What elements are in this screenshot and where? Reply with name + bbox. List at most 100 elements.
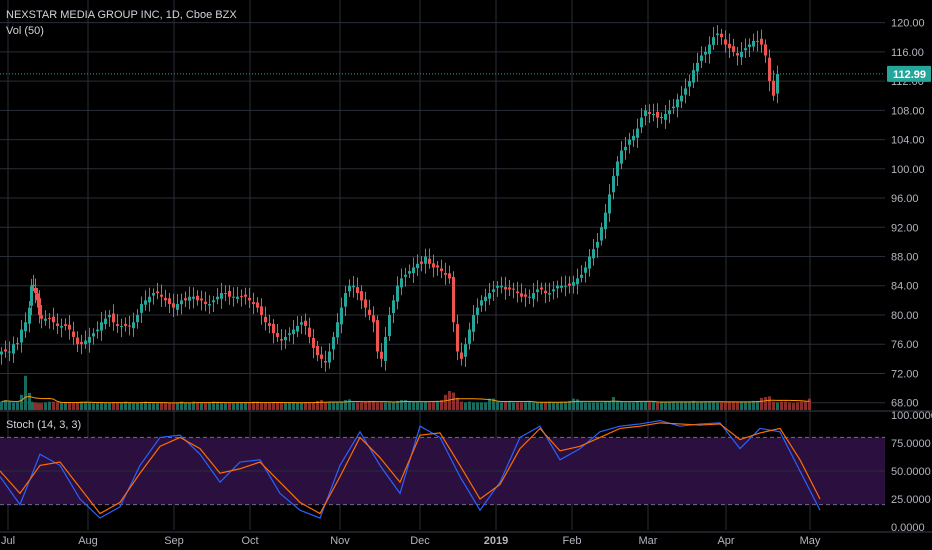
candle-body (88, 336, 91, 343)
volume-bar (616, 400, 619, 410)
stoch-indicator-label: Stoch (14, 3, 3) (6, 419, 81, 431)
candle-body (60, 325, 63, 328)
volume-bar (568, 400, 571, 410)
volume-bar (552, 402, 555, 410)
x-axis-tick-label: May (800, 535, 821, 547)
candle-body (532, 293, 535, 299)
candle-body (564, 285, 567, 287)
volume-bar (572, 398, 575, 410)
candle-body (696, 62, 699, 72)
candle-body (380, 351, 383, 359)
price-axis-tick-label: 116.00 (891, 47, 924, 59)
volume-bar (672, 401, 675, 410)
candle-body (248, 297, 251, 301)
candle-body (176, 304, 179, 310)
candle-body (296, 325, 299, 332)
candle-body (544, 290, 547, 294)
candle-body (460, 352, 463, 359)
candle-body (484, 296, 487, 302)
volume-bar (248, 402, 251, 410)
candle-body (496, 285, 499, 288)
volume-bar (488, 398, 491, 410)
candle-body (452, 276, 455, 323)
candle-body (764, 44, 767, 56)
price-axis-tick-label: 72.00 (891, 368, 919, 380)
stoch-d-line (0, 422, 821, 515)
volume-bar (420, 402, 423, 410)
chart-title: NEXSTAR MEDIA GROUP INC, 1D, Cboe BZX (6, 9, 237, 21)
volume-bar (508, 401, 511, 410)
volume-bar (696, 402, 699, 410)
volume-bar (48, 401, 51, 410)
candle-body (156, 291, 159, 294)
volume-bar (284, 403, 287, 410)
volume-bar (296, 402, 299, 410)
candle-body (712, 37, 715, 45)
volume-bar (544, 402, 547, 410)
volume-bar (116, 402, 119, 410)
volume-bar (172, 403, 175, 410)
candle-body (520, 293, 523, 297)
candle-body (92, 333, 95, 337)
volume-bar (744, 401, 747, 410)
candle-body (400, 278, 403, 288)
volume-bar (280, 403, 283, 410)
x-axis-tick-label: Oct (241, 535, 258, 547)
candle-body (168, 298, 171, 305)
volume-bar (740, 401, 743, 410)
volume-bar (684, 401, 687, 410)
x-axis-tick-label: Aug (78, 535, 98, 547)
volume-bar (428, 402, 431, 410)
volume-bar (660, 402, 663, 410)
volume-bar (632, 402, 635, 410)
volume-bar (108, 403, 111, 410)
volume-bar (348, 399, 351, 410)
candle-body (560, 285, 563, 288)
candle-body (64, 324, 67, 326)
candle-body (8, 351, 11, 353)
candle-body (192, 296, 195, 299)
volume-bar (460, 401, 463, 410)
volume-bar (156, 403, 159, 410)
volume-bar (440, 400, 443, 410)
volume-bar (328, 401, 331, 410)
candle-body (180, 300, 183, 305)
volume-bar (624, 402, 627, 410)
volume-bar (352, 402, 355, 410)
candle-body (580, 274, 583, 278)
candle-body (148, 296, 151, 303)
volume-bar (12, 402, 15, 410)
candle-body (16, 343, 19, 345)
candle-body (640, 117, 643, 128)
candle-body (80, 342, 83, 345)
candle-body (684, 88, 687, 95)
candle-body (492, 289, 495, 292)
candle-body (0, 351, 3, 355)
candle-body (236, 296, 239, 299)
candle-body (212, 300, 215, 303)
volume-bar (676, 402, 679, 410)
volume-bar (532, 402, 535, 410)
candle-body (344, 293, 347, 307)
candle-body (768, 57, 771, 82)
candle-body (576, 278, 579, 285)
stoch-axis-tick-label: 50.0000 (891, 466, 931, 478)
price-axis-tick-label: 76.00 (891, 339, 919, 351)
candle-body (404, 274, 407, 277)
volume-bar (312, 402, 315, 410)
candle-body (204, 301, 207, 305)
volume-bar (716, 402, 719, 410)
candle-body (184, 298, 187, 301)
candle-body (256, 302, 259, 308)
candle-body (268, 323, 271, 326)
candle-body (44, 318, 47, 321)
volume-bar (708, 401, 711, 410)
volume-bar (252, 401, 255, 410)
volume-bar (656, 402, 659, 410)
volume-bar (644, 401, 647, 410)
volume-bar (756, 400, 759, 410)
volume-bar (528, 401, 531, 410)
candle-body (30, 285, 33, 306)
volume-bar (580, 401, 583, 410)
